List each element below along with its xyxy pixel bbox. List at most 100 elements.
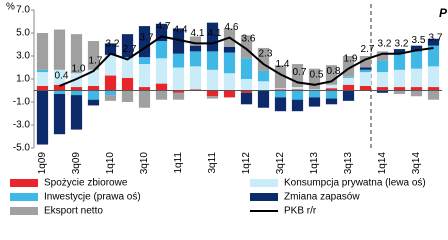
value-label: 3.6 xyxy=(242,34,256,45)
bar-segment xyxy=(70,90,83,96)
bar-segment xyxy=(291,90,304,100)
y-tick-label: -3.0 xyxy=(13,120,31,131)
value-label: 0.4 xyxy=(55,71,69,82)
x-tick-label: 1q14 xyxy=(377,152,388,175)
bar-segment xyxy=(121,57,134,59)
bar-segment xyxy=(308,68,321,90)
value-label: 1.0 xyxy=(72,64,86,75)
bar-segment xyxy=(121,58,134,78)
x-tick-label: 1q13 xyxy=(309,152,320,175)
y-tick-label: 3.0 xyxy=(16,51,30,62)
bar-segment xyxy=(223,73,236,91)
bar-segment xyxy=(393,87,406,91)
y-tick-label: 5.0 xyxy=(16,28,30,39)
value-label: 0.7 xyxy=(293,67,307,78)
value-label: 3.2 xyxy=(106,38,120,49)
bar-segment xyxy=(376,51,389,61)
value-label: 4.4 xyxy=(174,25,188,36)
value-label: 3.5 xyxy=(412,35,426,46)
y-tick-label: -5.0 xyxy=(13,143,31,154)
bar-segment xyxy=(359,69,372,73)
bar-segment xyxy=(274,65,287,89)
bar-segment xyxy=(342,90,355,101)
bar-segment xyxy=(257,70,270,82)
bar-segment xyxy=(104,75,117,91)
bar-segment xyxy=(325,84,338,89)
bar-segment xyxy=(70,34,83,74)
bar-segment xyxy=(427,38,440,46)
bar-segment xyxy=(138,90,151,108)
bar-segment xyxy=(308,97,321,107)
y-tick-label: -1.0 xyxy=(13,97,31,108)
bar-segment xyxy=(172,28,185,54)
bar-segment xyxy=(240,35,253,59)
bar-segment xyxy=(325,65,338,85)
bar-segment xyxy=(70,95,83,130)
bar-segment xyxy=(376,60,389,73)
bar-segment xyxy=(87,85,100,91)
legend-label: Spożycie zbiorowe xyxy=(44,178,128,189)
bar-segment xyxy=(410,45,423,52)
bar-segment xyxy=(393,69,406,88)
value-label: 0.5 xyxy=(310,69,324,80)
bar-segment xyxy=(410,68,423,88)
bar-segment xyxy=(342,76,355,78)
bar-segment xyxy=(206,96,219,99)
bar-segment xyxy=(36,69,49,73)
bar-segment xyxy=(359,56,372,68)
bar-segment xyxy=(308,90,321,98)
legend-swatch xyxy=(10,193,38,201)
x-tick-label: 3q12 xyxy=(275,152,286,175)
bar-segment xyxy=(274,89,287,91)
legend-swatch xyxy=(10,179,38,187)
x-tick-label: 3q14 xyxy=(411,152,422,175)
bar-segment xyxy=(36,85,49,91)
bar-segment xyxy=(274,97,287,112)
value-label: 3.7 xyxy=(140,33,154,44)
bar-segment xyxy=(189,45,202,52)
legend-label: Eksport netto xyxy=(44,206,103,217)
forecast-marker: P xyxy=(439,6,448,20)
bar-segment xyxy=(138,57,151,65)
value-label: 4.1 xyxy=(208,28,222,39)
bar-segment xyxy=(393,90,406,94)
bar-segment xyxy=(53,90,66,94)
bar-segment xyxy=(189,66,202,90)
bar-segment xyxy=(223,46,236,53)
x-tick-label: 1q11 xyxy=(173,152,184,174)
bar-segment xyxy=(359,72,372,86)
bar-segment xyxy=(325,90,338,99)
bar-segment xyxy=(359,67,372,70)
value-label: 1.9 xyxy=(344,53,358,64)
bar-segment xyxy=(53,84,66,91)
bar-segment xyxy=(240,79,253,91)
legend-swatch xyxy=(250,193,278,201)
legend-label: Konsumpcja prywatna (lewa oś) xyxy=(284,178,426,189)
chart: % P -5.0-3.0-1.01.03.05.07.00.41.01.73.2… xyxy=(6,2,448,217)
bar-segment xyxy=(155,41,168,59)
bar-segment xyxy=(393,49,406,54)
bar-segment xyxy=(325,88,338,91)
bar-segment xyxy=(410,51,423,69)
bar-segment xyxy=(70,73,83,88)
bar-segment xyxy=(393,53,406,70)
bar-segment xyxy=(121,34,134,58)
bar-segment xyxy=(172,67,185,91)
x-tick-label: 1q12 xyxy=(241,152,252,175)
bar-segment xyxy=(410,87,423,91)
bar-segment xyxy=(240,92,253,105)
bar-segment xyxy=(240,90,253,93)
bar-segment xyxy=(308,89,321,91)
x-tick-label: 3q09 xyxy=(71,152,82,175)
bar-segment xyxy=(376,72,389,88)
bar-segment xyxy=(104,54,117,76)
bar-segment xyxy=(206,22,219,52)
y-axis-unit: % xyxy=(6,2,15,13)
x-tick-label: 3q10 xyxy=(139,152,150,175)
legend-swatch xyxy=(250,179,278,187)
bar-segment xyxy=(36,72,49,86)
x-tick-label: 3q11 xyxy=(207,152,218,174)
y-tick-label: 7.0 xyxy=(16,5,30,16)
bar-segment xyxy=(172,53,185,68)
bar-segment xyxy=(70,87,83,91)
